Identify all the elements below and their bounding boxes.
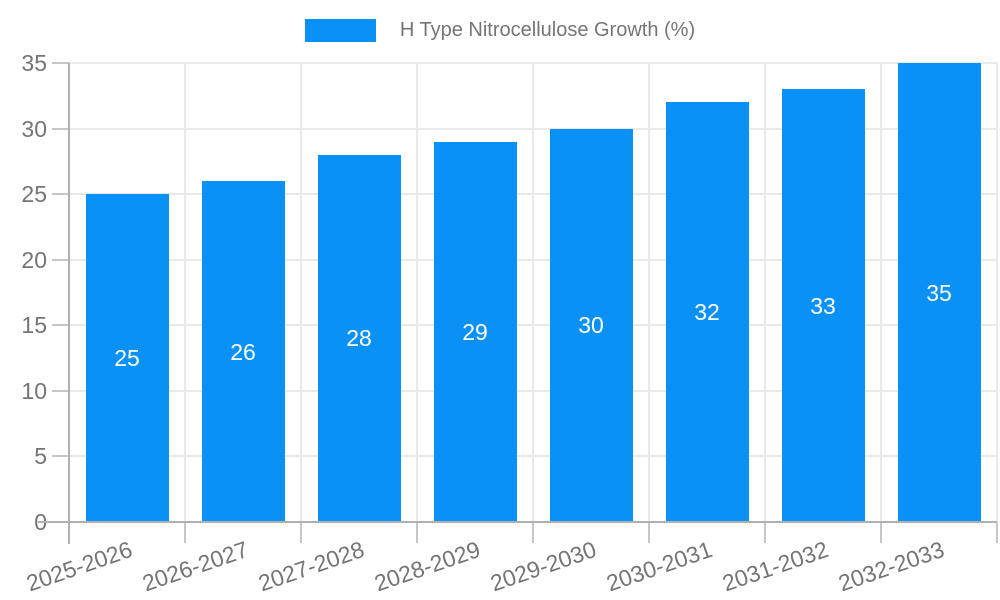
x-tick [184, 522, 186, 543]
x-tick [996, 522, 998, 543]
bar[interactable] [897, 63, 981, 522]
v-gridline [184, 63, 186, 522]
bar-value-label: 35 [926, 279, 952, 306]
y-tick-label: 10 [21, 377, 47, 404]
x-tick [416, 522, 418, 543]
x-tick [648, 522, 650, 543]
y-tick-label: 25 [21, 181, 47, 208]
bar[interactable] [317, 154, 401, 522]
v-gridline [532, 63, 534, 522]
y-tick-label: 35 [21, 50, 47, 76]
y-tick [52, 324, 69, 327]
v-gridline [880, 63, 882, 522]
x-tick [764, 522, 766, 543]
y-tick [52, 62, 69, 64]
v-gridline [300, 63, 302, 522]
v-gridline [416, 63, 418, 522]
x-tick [300, 522, 302, 543]
y-tick-label: 20 [21, 246, 47, 273]
bar-value-label: 25 [114, 345, 140, 372]
x-axis-line [38, 521, 997, 523]
y-tick [52, 389, 69, 392]
y-tick-label: 15 [21, 312, 47, 339]
bar-value-label: 29 [462, 318, 488, 345]
v-gridline [996, 63, 998, 522]
legend[interactable]: H Type Nitrocellulose Growth (%) [0, 19, 1000, 42]
bar[interactable] [665, 102, 749, 522]
y-tick-label: 30 [21, 115, 47, 142]
bar[interactable] [433, 141, 517, 522]
bar-value-label: 33 [810, 292, 836, 319]
bar-value-label: 26 [230, 338, 256, 365]
legend-label: H Type Nitrocellulose Growth (%) [399, 19, 696, 41]
bar[interactable] [201, 181, 285, 522]
y-tick [52, 258, 69, 261]
x-tick [880, 522, 882, 543]
legend-swatch [304, 19, 376, 42]
y-tick [52, 127, 69, 130]
v-gridline [648, 63, 650, 522]
x-tick [532, 522, 534, 543]
v-gridline [764, 63, 766, 522]
y-tick [52, 455, 69, 458]
bar-value-label: 28 [346, 325, 372, 352]
bar-value-label: 32 [694, 299, 720, 326]
bar[interactable] [781, 89, 865, 522]
bar-value-label: 30 [578, 312, 604, 339]
y-tick-label: 5 [34, 443, 47, 470]
bar[interactable] [85, 194, 169, 522]
y-axis-line [68, 63, 70, 544]
bar[interactable] [549, 128, 633, 522]
y-tick [52, 193, 69, 196]
